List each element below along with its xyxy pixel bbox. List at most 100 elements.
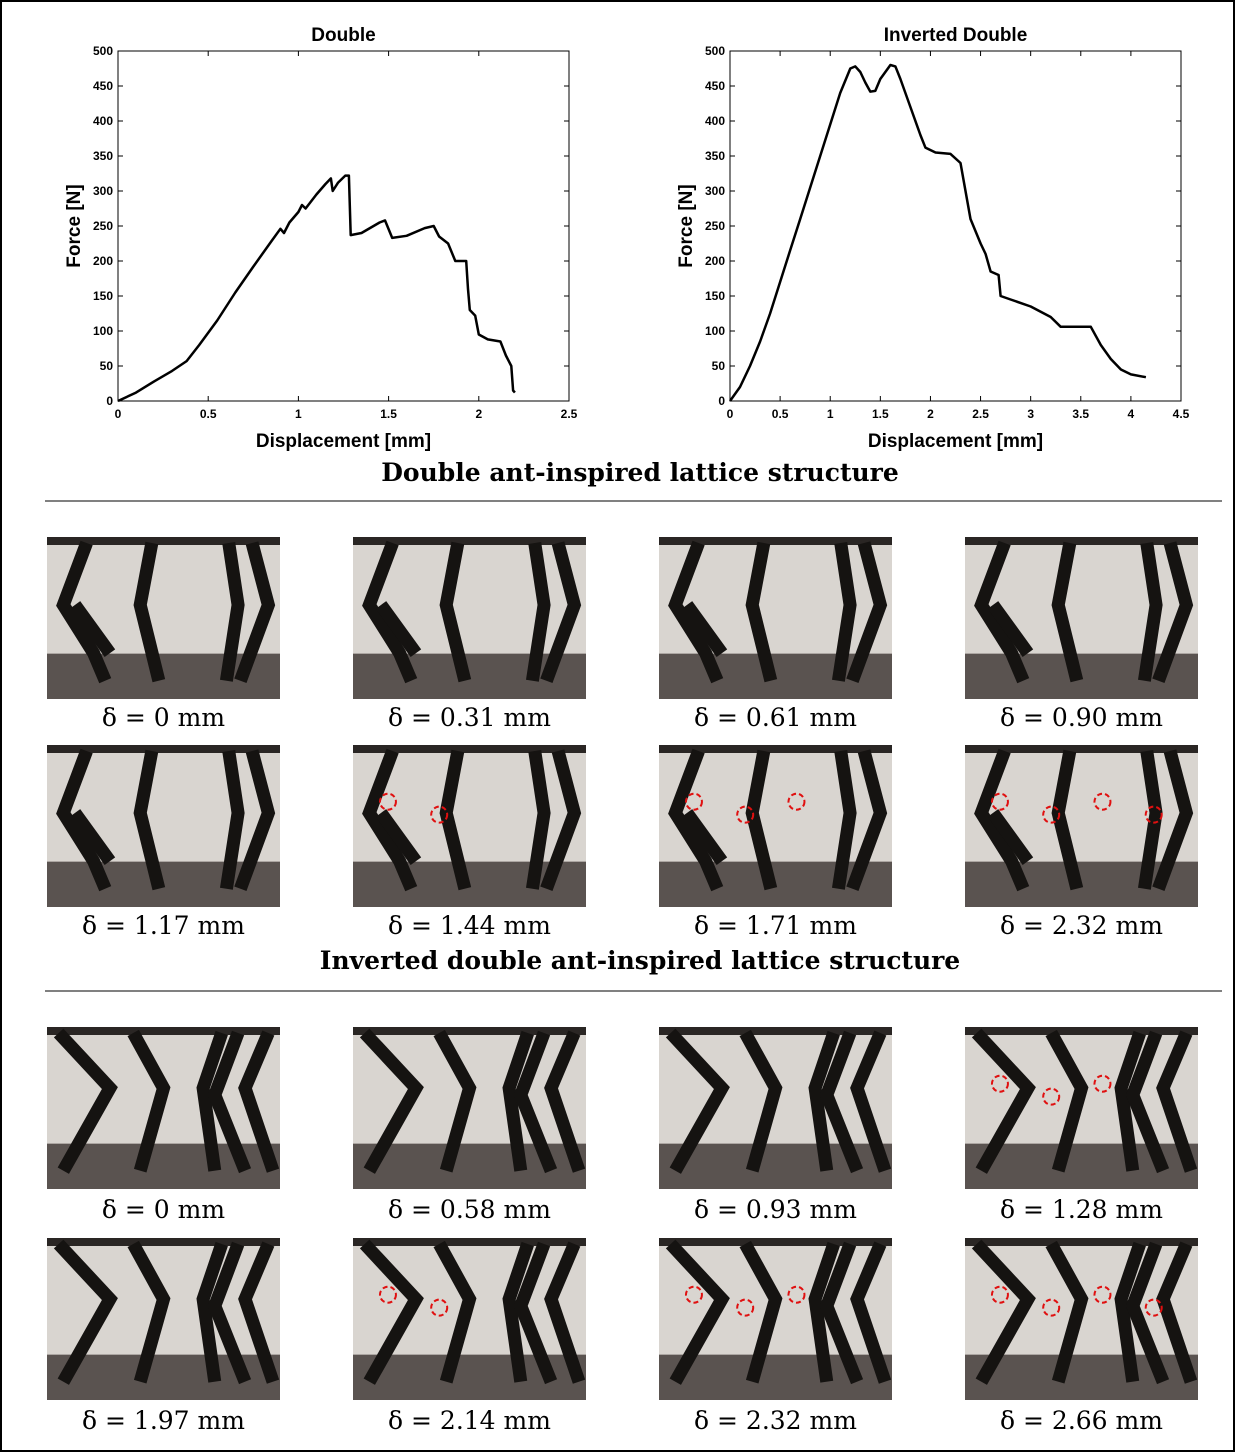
section-title: Double ant-inspired lattice structure	[381, 458, 899, 487]
y-axis-label: Force [N]	[64, 184, 85, 267]
x-axis-label: Displacement [mm]	[868, 431, 1043, 452]
x-tick-label: 3.5	[1072, 407, 1089, 421]
strut	[831, 542, 857, 682]
y-tick-label: 100	[705, 324, 725, 338]
failure-marker	[990, 792, 1009, 811]
photo	[47, 537, 280, 699]
photo-caption: δ = 0.58 mm	[388, 1195, 551, 1224]
photo	[965, 745, 1198, 907]
y-tick-label: 250	[705, 219, 725, 233]
x-tick-label: 4.5	[1173, 407, 1190, 421]
strut	[681, 809, 728, 865]
strut	[1156, 1030, 1198, 1173]
top-plate	[659, 537, 892, 545]
y-tick-label: 400	[705, 114, 725, 128]
x-tick-label: 4	[1128, 407, 1135, 421]
strut	[1125, 1030, 1170, 1174]
strut	[53, 1239, 118, 1385]
photo	[47, 745, 280, 907]
photo	[965, 537, 1198, 699]
y-tick-label: 350	[93, 149, 113, 163]
top-plate	[47, 1238, 280, 1246]
strut	[219, 750, 245, 890]
y-tick-label: 200	[93, 254, 113, 268]
y-tick-label: 450	[705, 79, 725, 93]
strut	[234, 541, 276, 683]
strut	[974, 748, 1030, 892]
strut	[831, 750, 857, 890]
y-tick-label: 50	[100, 359, 114, 373]
photo-caption: δ = 0.61 mm	[694, 703, 857, 732]
strut	[207, 1030, 252, 1174]
x-tick-label: 2.5	[972, 407, 989, 421]
photo-caption: δ = 2.32 mm	[694, 1406, 857, 1435]
top-plate	[353, 1027, 586, 1035]
chart-title: Inverted Double	[884, 25, 1028, 46]
strut	[540, 749, 582, 891]
top-plate	[353, 537, 586, 545]
top-plate	[965, 1027, 1198, 1035]
strut	[850, 1241, 892, 1384]
y-tick-label: 0	[106, 394, 113, 408]
strut	[540, 541, 582, 683]
strut	[665, 1028, 730, 1174]
strut	[668, 748, 724, 892]
strut	[375, 809, 422, 865]
strut	[808, 1241, 840, 1383]
strut	[433, 1029, 477, 1173]
failure-marker	[684, 1285, 703, 1304]
photo-caption: δ = 1.44 mm	[388, 911, 551, 940]
strut	[1152, 749, 1194, 891]
strut	[196, 1030, 228, 1172]
y-tick-label: 350	[705, 149, 725, 163]
strut	[69, 601, 116, 657]
strut	[1137, 750, 1163, 890]
strut	[1137, 542, 1163, 682]
failure-marker	[378, 1285, 397, 1304]
strut	[362, 748, 418, 892]
strut	[525, 750, 551, 890]
top-plate	[965, 745, 1198, 753]
strut	[439, 541, 472, 683]
photo	[353, 745, 586, 907]
photo	[353, 537, 586, 699]
failure-marker	[430, 805, 449, 824]
x-tick-label: 2.5	[561, 407, 578, 421]
x-tick-label: 2	[927, 407, 934, 421]
photo	[353, 1027, 586, 1189]
y-tick-label: 0	[718, 394, 725, 408]
strut	[56, 540, 112, 684]
failure-marker	[736, 1298, 755, 1317]
strut	[1114, 1030, 1146, 1172]
failure-marker	[1093, 792, 1112, 811]
top-plate	[47, 537, 280, 545]
y-tick-label: 300	[93, 184, 113, 198]
photo-caption: δ = 0 mm	[102, 703, 225, 732]
x-axis-label: Displacement [mm]	[256, 431, 431, 452]
strut	[745, 541, 778, 683]
x-tick-label: 1.5	[872, 407, 889, 421]
strut	[846, 749, 888, 891]
strut	[987, 809, 1034, 865]
strut	[359, 1239, 424, 1385]
failure-marker	[430, 1298, 449, 1317]
top-plate	[659, 1027, 892, 1035]
strut	[502, 1030, 534, 1172]
strut	[196, 1241, 228, 1383]
failure-marker	[1144, 805, 1163, 824]
strut	[502, 1241, 534, 1383]
strut	[974, 540, 1030, 684]
strut	[1045, 1240, 1089, 1384]
failure-marker	[1042, 1298, 1061, 1317]
strut	[69, 809, 116, 865]
photo	[965, 1238, 1198, 1400]
strut	[971, 1028, 1036, 1174]
y-tick-label: 200	[705, 254, 725, 268]
failure-marker	[736, 805, 755, 824]
photo	[659, 1238, 892, 1400]
strut	[846, 541, 888, 683]
photo	[965, 1027, 1198, 1189]
photo-caption: δ = 0.90 mm	[1000, 703, 1163, 732]
strut	[850, 1030, 892, 1173]
